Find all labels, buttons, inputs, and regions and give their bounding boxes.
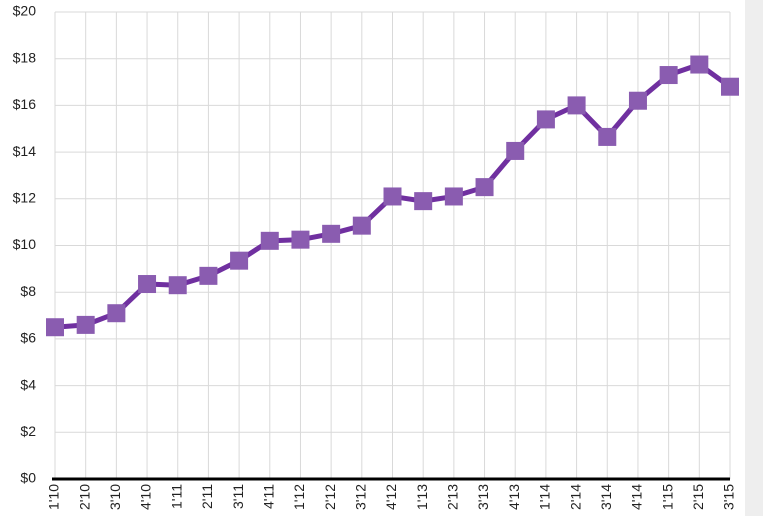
marker bbox=[168, 276, 187, 295]
marker bbox=[444, 187, 463, 206]
marker bbox=[721, 77, 739, 96]
x-tick-label: 1'14 bbox=[537, 484, 553, 510]
x-tick-label: 1'15 bbox=[659, 484, 675, 510]
marker bbox=[46, 318, 64, 337]
y-tick-label: $20 bbox=[13, 3, 37, 19]
marker bbox=[260, 231, 279, 250]
x-tick-label: 4'11 bbox=[260, 484, 276, 509]
marker bbox=[598, 127, 617, 146]
x-tick-label: 3'10 bbox=[107, 484, 123, 510]
marker bbox=[536, 110, 555, 129]
x-tick-label: 2'15 bbox=[690, 484, 706, 510]
x-tick-label: 2'11 bbox=[199, 484, 215, 509]
x-tick-label: 3'15 bbox=[721, 484, 737, 510]
marker bbox=[690, 55, 709, 74]
x-tick-label: 1'11 bbox=[168, 484, 184, 509]
x-tick-label: 3'13 bbox=[475, 484, 491, 510]
marker bbox=[291, 230, 310, 249]
x-tick-label: 3'14 bbox=[598, 484, 614, 510]
y-tick-label: $16 bbox=[13, 96, 37, 112]
x-tick-label: 2'10 bbox=[76, 484, 92, 510]
x-tick-label: 1'10 bbox=[46, 484, 62, 510]
marker bbox=[230, 251, 249, 270]
marker bbox=[659, 66, 678, 85]
y-tick-label: $0 bbox=[20, 470, 36, 486]
y-tick-label: $8 bbox=[20, 283, 36, 299]
marker bbox=[475, 178, 494, 197]
y-tick-label: $14 bbox=[13, 143, 37, 159]
marker bbox=[322, 224, 341, 243]
x-tick-label: 3'12 bbox=[353, 484, 369, 510]
marker bbox=[506, 141, 525, 160]
side-strip bbox=[745, 0, 763, 516]
y-tick-label: $12 bbox=[13, 190, 37, 206]
marker bbox=[628, 91, 647, 110]
x-tick-label: 4'10 bbox=[138, 484, 154, 510]
x-tick-label: 2'13 bbox=[445, 484, 461, 510]
x-tick-label: 1'13 bbox=[414, 484, 430, 510]
x-tick-label: 2'14 bbox=[567, 484, 583, 510]
marker bbox=[138, 275, 157, 294]
x-tick-label: 2'12 bbox=[322, 484, 338, 510]
y-tick-label: $18 bbox=[13, 49, 37, 65]
x-tick-label: 4'12 bbox=[383, 484, 399, 510]
y-tick-label: $4 bbox=[20, 376, 36, 392]
y-tick-label: $6 bbox=[20, 330, 36, 346]
marker bbox=[107, 304, 126, 323]
marker bbox=[383, 187, 402, 206]
x-tick-label: 4'13 bbox=[506, 484, 522, 510]
marker bbox=[414, 192, 433, 211]
marker bbox=[76, 315, 95, 334]
marker bbox=[567, 96, 586, 115]
marker bbox=[199, 266, 218, 285]
y-tick-label: $2 bbox=[20, 423, 36, 439]
x-tick-label: 3'11 bbox=[230, 484, 246, 509]
x-tick-label: 1'12 bbox=[291, 484, 307, 510]
marker bbox=[352, 216, 371, 235]
y-tick-label: $10 bbox=[13, 236, 37, 252]
x-tick-label: 4'14 bbox=[629, 484, 645, 510]
